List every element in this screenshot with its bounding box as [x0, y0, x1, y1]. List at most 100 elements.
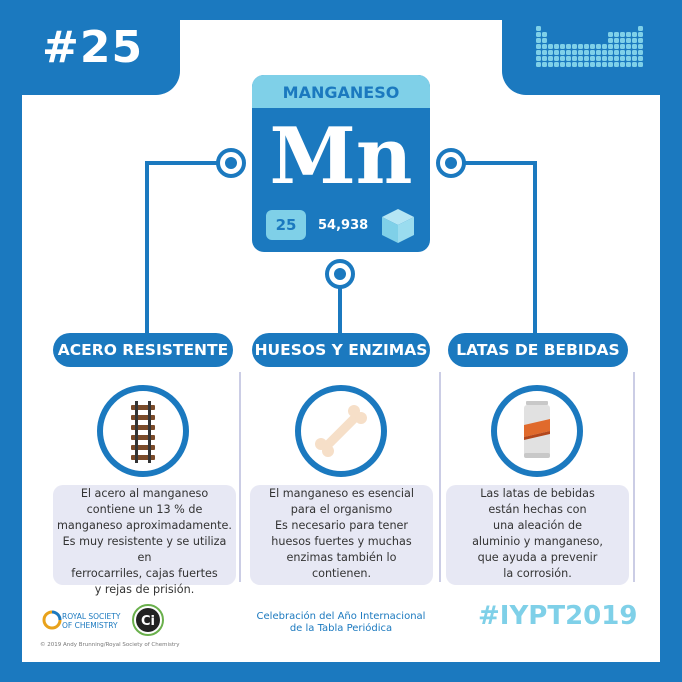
atomic-number: 25 — [275, 216, 297, 234]
periodic-table-cell — [578, 44, 583, 49]
periodic-table-cell — [536, 50, 541, 55]
periodic-table-cell — [638, 50, 643, 55]
periodic-table-cell — [632, 32, 637, 37]
periodic-table-cell — [638, 38, 643, 43]
periodic-table-cell — [590, 50, 595, 55]
issue-tab — [0, 0, 180, 95]
caption-cans: Las latas de bebidas están hechas con un… — [472, 487, 603, 580]
periodic-table-cell — [632, 44, 637, 49]
periodic-table-cell — [638, 32, 643, 37]
caption-steel: El acero al manganeso contiene un 13 % d… — [57, 487, 232, 596]
periodic-table-cell — [632, 38, 637, 43]
periodic-table-cell — [548, 56, 553, 61]
periodic-table-cell — [608, 62, 613, 67]
ci-logo-text: Ci — [141, 614, 155, 629]
rsc-logo-icon — [42, 610, 62, 630]
section-title-cans: LATAS DE BEBIDAS — [448, 333, 628, 367]
periodic-table-cell — [620, 38, 625, 43]
section-title-steel: ACERO RESISTENTE — [53, 333, 233, 367]
periodic-table-cell — [536, 44, 541, 49]
periodic-table-cell — [602, 62, 607, 67]
periodic-table-cell — [620, 32, 625, 37]
periodic-table-cell — [536, 26, 541, 31]
connector-node-right — [436, 148, 466, 178]
atomic-mass: 54,938 — [318, 218, 369, 233]
periodic-table-cell — [542, 32, 547, 37]
periodic-table-cell — [554, 50, 559, 55]
periodic-table-cell — [632, 62, 637, 67]
periodic-table-cell — [614, 38, 619, 43]
periodic-table-cell — [536, 62, 541, 67]
periodic-table-cell — [560, 62, 565, 67]
periodic-table-cell — [554, 62, 559, 67]
element-card: MANGANESO Mn — [252, 75, 430, 252]
ci-logo: Ci — [132, 604, 164, 636]
periodic-table-cell — [614, 56, 619, 61]
celebration-text: Celebración del Año Internacional de la … — [256, 611, 426, 634]
periodic-table-cell — [542, 44, 547, 49]
periodic-table-cell — [590, 62, 595, 67]
periodic-table-cell — [608, 32, 613, 37]
periodic-table-cell — [626, 56, 631, 61]
periodic-table-cell — [566, 62, 571, 67]
copyright: © 2019 Andy Brunning/Royal Society of Ch… — [40, 642, 180, 648]
periodic-table-cell — [572, 62, 577, 67]
periodic-table-cell — [596, 50, 601, 55]
periodic-table-cell — [536, 38, 541, 43]
periodic-table-cell — [542, 62, 547, 67]
periodic-table-cell — [626, 50, 631, 55]
caption-box-steel: El acero al manganeso contiene un 13 % d… — [53, 485, 236, 596]
section-icon-steel — [97, 385, 189, 477]
periodic-table-cell — [572, 44, 577, 49]
periodic-table-cell — [632, 50, 637, 55]
periodic-table-cell — [614, 32, 619, 37]
periodic-table-cell — [620, 44, 625, 49]
periodic-table-cell — [560, 50, 565, 55]
periodic-table-cell — [614, 44, 619, 49]
periodic-table-cell — [566, 50, 571, 55]
hashtag: #IYPT2019 — [478, 601, 638, 631]
rail-track-icon — [131, 401, 155, 463]
periodic-table-cell — [638, 62, 643, 67]
periodic-table-cell — [578, 62, 583, 67]
caption-box-cans: Las latas de bebidas están hechas con un… — [446, 485, 629, 585]
periodic-table-cell — [638, 26, 643, 31]
periodic-table-cell — [578, 56, 583, 61]
caption-box-bones: El manganeso es esencial para el organis… — [250, 485, 433, 585]
periodic-table-cell — [536, 32, 541, 37]
periodic-table-cell — [584, 50, 589, 55]
cube-icon — [382, 209, 414, 243]
periodic-table-cell — [548, 44, 553, 49]
periodic-table-cell — [602, 44, 607, 49]
periodic-table-cell — [626, 44, 631, 49]
periodic-table-cell — [566, 56, 571, 61]
caption-bones: El manganeso es esencial para el organis… — [269, 487, 414, 580]
periodic-table-cell — [602, 50, 607, 55]
periodic-table-cell — [626, 62, 631, 67]
connector-node-left — [216, 148, 246, 178]
issue-number: #25 — [42, 22, 144, 73]
periodic-table-cell — [614, 50, 619, 55]
periodic-table-cell — [590, 56, 595, 61]
periodic-table-cell — [578, 50, 583, 55]
periodic-table-cell — [620, 62, 625, 67]
periodic-table-cell — [542, 38, 547, 43]
periodic-table-cell — [596, 62, 601, 67]
periodic-table-cell — [548, 62, 553, 67]
periodic-table-cell — [608, 50, 613, 55]
periodic-table-cell — [620, 56, 625, 61]
periodic-table-cell — [566, 44, 571, 49]
periodic-table-cell — [608, 56, 613, 61]
periodic-table-cell — [602, 56, 607, 61]
periodic-table-cell — [560, 44, 565, 49]
section-icon-bones — [295, 385, 387, 477]
periodic-table-cell — [590, 44, 595, 49]
section-title-bones: HUESOS Y ENZIMAS — [252, 333, 430, 367]
periodic-table-cell — [608, 38, 613, 43]
drink-can-icon — [524, 401, 550, 458]
periodic-table-cell — [626, 32, 631, 37]
periodic-table-cell — [614, 62, 619, 67]
periodic-table-cell — [542, 56, 547, 61]
